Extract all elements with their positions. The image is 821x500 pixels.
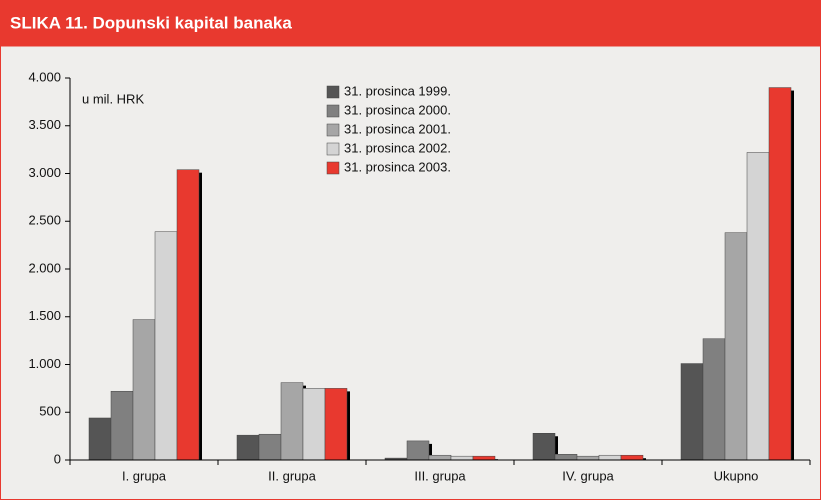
header-bar [0,0,821,46]
bar [702,338,726,461]
legend-swatch [326,142,340,156]
bar [576,455,600,461]
bar [176,169,200,461]
y-tick-label: 3.000 [28,165,61,180]
legend-label: 31. prosinca 2001. [344,121,451,136]
y-tick-label: 2.500 [28,213,61,228]
bar [236,434,260,461]
bar [532,433,556,461]
bar [554,454,578,461]
bar [472,455,496,461]
y-tick-label: 0 [54,451,61,466]
legend-label: 31. prosinca 1999. [344,83,451,98]
bar [406,440,430,461]
bar [132,319,156,461]
bar [302,388,326,461]
bar [428,454,452,461]
legend-swatch [326,85,340,99]
bar [110,390,134,461]
x-tick-label: I. grupa [122,468,167,483]
bar [258,433,282,461]
bar [724,232,748,461]
bar [88,417,112,461]
legend-label: 31. prosinca 2003. [344,159,451,174]
y-tick-label: 1.500 [28,308,61,323]
x-tick-label: III. grupa [414,468,466,483]
x-tick-label: Ukupno [714,468,759,483]
unit-label: u mil. HRK [82,91,144,106]
x-tick-label: II. grupa [268,468,316,483]
y-tick-label: 2.000 [28,260,61,275]
bar [598,454,622,461]
bar [280,382,304,461]
legend-label: 31. prosinca 2000. [344,102,451,117]
bar [680,363,704,461]
y-tick-label: 3.500 [28,117,61,132]
bar [154,231,178,461]
legend-swatch [326,123,340,137]
chart-title: SLIKA 11. Dopunski kapital banaka [10,13,292,32]
legend-swatch [326,161,340,175]
bar [620,454,644,461]
bar [324,388,348,461]
bar [746,152,770,461]
y-tick-label: 1.000 [28,356,61,371]
legend-label: 31. prosinca 2002. [344,140,451,155]
legend-swatch [326,104,340,118]
y-tick-label: 4.000 [28,69,61,84]
bar [768,87,792,461]
y-tick-label: 500 [39,404,61,419]
x-tick-label: IV. grupa [562,468,614,483]
bar [450,455,474,461]
